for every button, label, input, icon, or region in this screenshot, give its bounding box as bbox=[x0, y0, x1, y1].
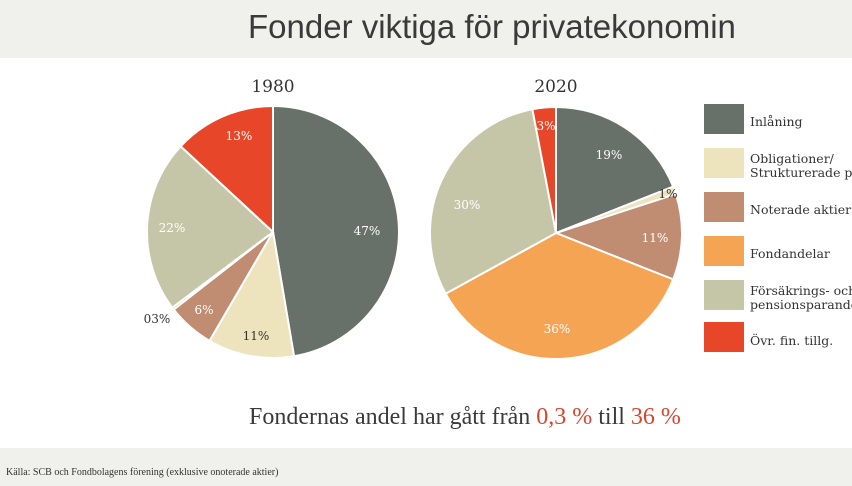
pie-charts: 1980 47% 11% 6% 03% 22% 13% 2020 19% 1% 11% 36% 30% 3… bbox=[144, 77, 683, 360]
legend: Inlåning Obligationer/ Strukturerade prod… bbox=[704, 104, 852, 364]
pie-slice-1-5 bbox=[531, 105, 557, 234]
legend-swatch bbox=[704, 104, 744, 134]
pie-slice-1-2 bbox=[553, 192, 683, 281]
pie-slice-0-0 bbox=[272, 104, 400, 358]
legend-item: Fondandelar bbox=[704, 236, 852, 268]
legend-swatch bbox=[704, 280, 744, 310]
headline-middle: till bbox=[592, 404, 631, 430]
pie-label-1-4: 30% bbox=[454, 198, 481, 212]
pie-title-0: 1980 bbox=[251, 77, 294, 97]
pie-slice-1-0 bbox=[555, 105, 675, 235]
legend-item: Försäkrings- och pensionsparande bbox=[704, 280, 852, 312]
pie-label-0-3: 03% bbox=[144, 312, 171, 326]
headline-from: 0,3 % bbox=[536, 404, 593, 430]
pie-slice-0-5 bbox=[179, 104, 274, 235]
pie-label-1-3: 36% bbox=[544, 322, 571, 336]
legend-item: Övr. fin. tillg. bbox=[704, 322, 852, 354]
legend-label: Övr. fin. tillg. bbox=[750, 333, 834, 348]
pie-slice-1-4 bbox=[429, 108, 558, 296]
pie-label-0-5: 13% bbox=[226, 129, 253, 143]
legend-label: Noterade aktier bbox=[750, 202, 852, 217]
pie-label-0-1: 11% bbox=[243, 329, 270, 343]
pie-slice-0-4 bbox=[146, 144, 275, 310]
legend-swatch bbox=[704, 322, 744, 352]
legend-swatch bbox=[704, 192, 744, 222]
legend-swatch bbox=[704, 236, 744, 266]
pie-label-1-2: 11% bbox=[642, 231, 669, 245]
headline-to: 36 % bbox=[630, 404, 681, 430]
headline: Fondernas andel har gått från 0,3 % till… bbox=[249, 404, 681, 431]
legend-item: Obligationer/ Strukturerade produkter bbox=[704, 148, 852, 180]
pie-label-1-5: 3% bbox=[536, 119, 555, 133]
pie-slice-1-3 bbox=[444, 231, 675, 360]
headline-prefix: Fondernas andel har gått från bbox=[249, 404, 537, 430]
pie-label-0-4: 22% bbox=[159, 221, 186, 235]
pie-label-1-1: 1% bbox=[658, 187, 677, 201]
legend-item: Inlåning bbox=[704, 104, 852, 136]
legend-label: Inlåning bbox=[750, 114, 803, 129]
legend-swatch bbox=[704, 148, 744, 178]
source-note: Källa: SCB och Fondbolagens förening (ex… bbox=[6, 467, 279, 478]
pie-label-0-0: 47% bbox=[354, 224, 381, 238]
page-title: Fonder viktiga för privatekonomin bbox=[248, 8, 736, 45]
footer-band bbox=[0, 448, 852, 486]
pie-title-1: 2020 bbox=[534, 77, 577, 97]
pie-slice-0-1 bbox=[208, 229, 296, 359]
legend-label: Fondandelar bbox=[750, 246, 830, 261]
pie-label-1-0: 19% bbox=[596, 148, 623, 162]
legend-label: Obligationer/ Strukturerade produkter bbox=[750, 151, 852, 180]
pie-label-0-2: 6% bbox=[194, 303, 213, 317]
title-band bbox=[0, 0, 852, 58]
legend-item: Noterade aktier bbox=[704, 192, 852, 224]
legend-label: Försäkrings- och pensionsparande bbox=[750, 283, 852, 312]
